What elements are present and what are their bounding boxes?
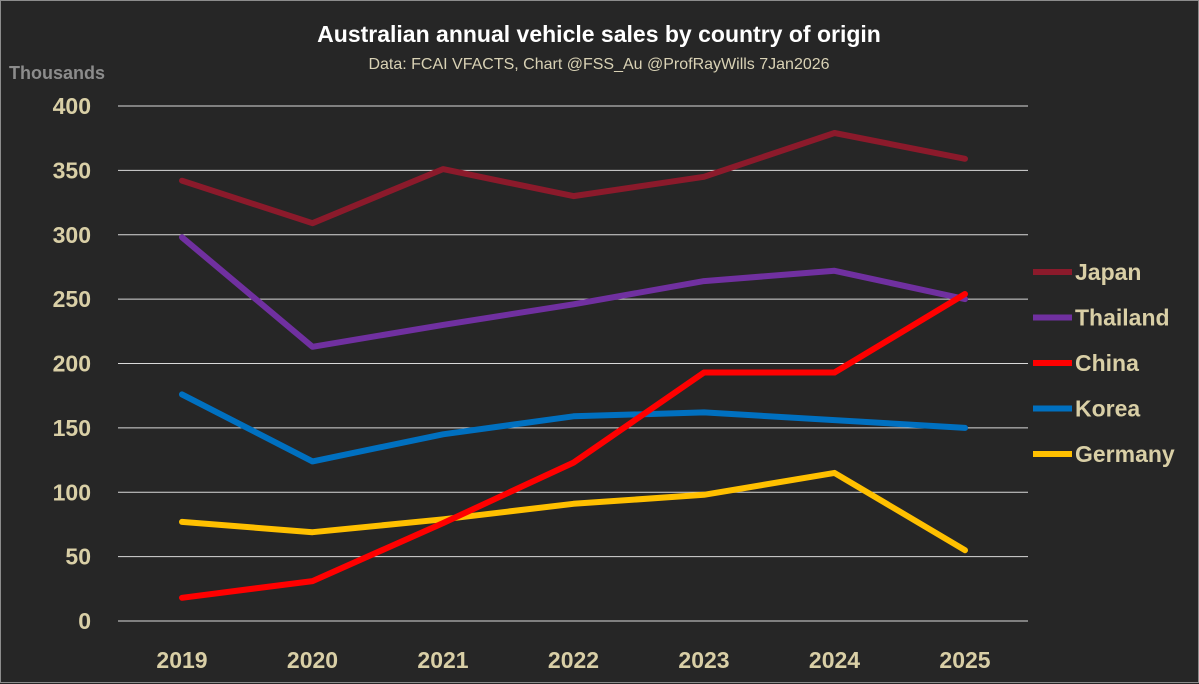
legend: Japan Thailand China Korea Germany (1033, 259, 1175, 467)
series-line-thailand (179, 234, 968, 350)
y-tick-label: 400 (53, 93, 91, 119)
x-tick-labels: 2019 2020 2021 2022 2023 2024 2025 (156, 647, 990, 673)
x-tick-label: 2021 (417, 647, 468, 673)
series-line-germany (179, 469, 968, 554)
x-tick-label: 2020 (287, 647, 338, 673)
series-lines (179, 130, 968, 601)
y-tick-labels: 0 50 100 150 200 250 300 350 400 (53, 93, 91, 634)
y-tick-label: 250 (53, 286, 91, 312)
y-tick-label: 200 (53, 351, 91, 377)
y-tick-label: 300 (53, 222, 91, 248)
x-tick-label: 2022 (548, 647, 599, 673)
series-line-korea (179, 391, 968, 465)
y-tick-label: 150 (53, 415, 91, 441)
chart-subtitle: Data: FCAI VFACTS, Chart @FSS_Au @ProfRa… (368, 56, 829, 73)
y-tick-label: 50 (65, 544, 91, 570)
y-axis-label: Thousands (9, 63, 105, 83)
gridlines (118, 105, 1028, 622)
legend-label-thailand: Thailand (1075, 305, 1170, 331)
y-tick-label: 350 (53, 157, 91, 183)
legend-label-japan: Japan (1075, 259, 1141, 285)
series-line-japan (179, 130, 968, 227)
x-tick-label: 2025 (939, 647, 990, 673)
legend-label-china: China (1075, 350, 1139, 376)
y-tick-label: 0 (78, 608, 91, 634)
x-tick-label: 2024 (809, 647, 860, 673)
legend-label-germany: Germany (1075, 441, 1175, 467)
legend-label-korea: Korea (1075, 396, 1140, 422)
chart-title: Australian annual vehicle sales by count… (317, 21, 881, 47)
x-tick-label: 2019 (156, 647, 207, 673)
y-tick-label: 100 (53, 479, 91, 505)
x-tick-label: 2023 (678, 647, 729, 673)
series-line-china (179, 291, 968, 601)
